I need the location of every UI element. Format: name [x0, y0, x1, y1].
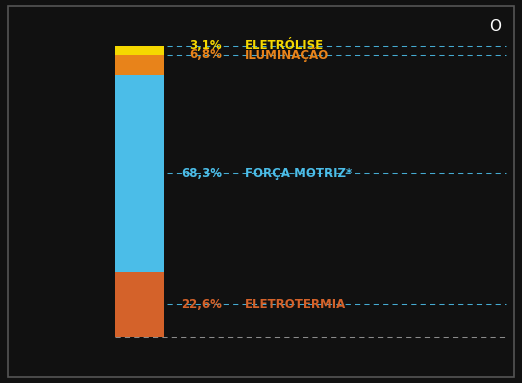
FancyBboxPatch shape — [115, 46, 164, 55]
Text: O: O — [489, 19, 501, 34]
Text: 3,1%: 3,1% — [189, 39, 222, 52]
FancyBboxPatch shape — [115, 272, 164, 337]
Text: 22,6%: 22,6% — [181, 298, 222, 311]
Text: 68,3%: 68,3% — [181, 167, 222, 180]
Text: FORÇA MOTRIZ*: FORÇA MOTRIZ* — [245, 167, 352, 180]
Text: 6,8%: 6,8% — [189, 48, 222, 61]
Text: ILUMINAÇÃO: ILUMINAÇÃO — [245, 47, 329, 62]
FancyBboxPatch shape — [115, 75, 164, 272]
Text: ELETROTERMIA: ELETROTERMIA — [245, 298, 347, 311]
Text: ELETRÓLISE: ELETRÓLISE — [245, 39, 325, 52]
FancyBboxPatch shape — [115, 55, 164, 75]
